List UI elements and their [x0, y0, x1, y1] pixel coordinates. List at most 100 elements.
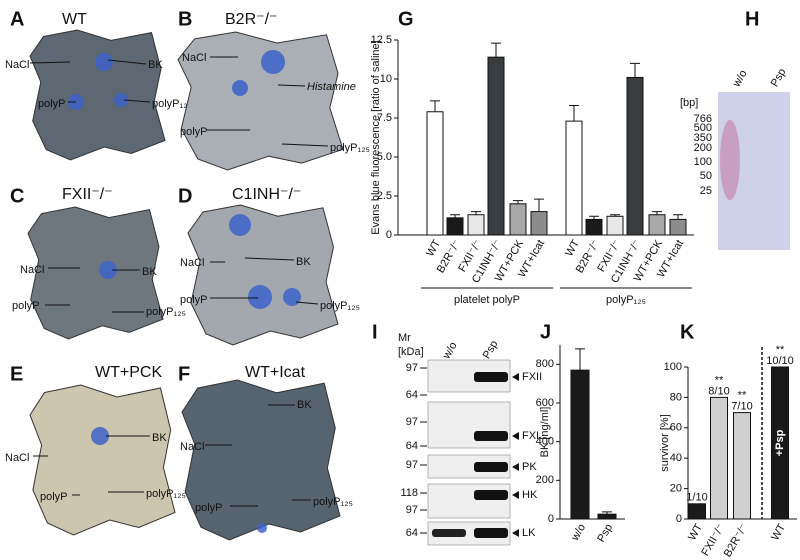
tissue-label: NaCl [180, 441, 204, 453]
tissue-label: Histamine [307, 81, 356, 93]
y-tick-label: 40 [670, 452, 682, 464]
group-label: platelet polyP [454, 294, 520, 306]
marker-label: 118 [400, 487, 418, 499]
value-label: 7/10 [731, 401, 752, 413]
y-tick-label: 600 [536, 397, 554, 409]
tissue-label: NaCl [5, 59, 29, 71]
panel-title: C1INH⁻/⁻ [232, 186, 301, 203]
error-bar [471, 211, 481, 215]
protein-label: FXII [522, 371, 542, 383]
dye-spot [261, 50, 285, 74]
error-bar [534, 198, 544, 212]
y-tick-label: 10 [380, 73, 392, 85]
bar-text: +Psp [774, 429, 786, 456]
tissue-label: BK [142, 266, 157, 278]
error-bar [673, 214, 683, 220]
panel-label: D [178, 185, 192, 207]
gel-smear [720, 120, 740, 200]
tissue-label: polyP [180, 126, 208, 138]
bar [688, 503, 706, 520]
bar [733, 412, 751, 520]
tissue-photo [27, 206, 164, 340]
panel-label: A [10, 8, 24, 30]
bar [585, 218, 603, 236]
pointer-line [244, 257, 295, 261]
y-axis-label: survivor [%] [659, 414, 671, 471]
error-bar [450, 214, 460, 218]
tissue-label: polyP [38, 98, 66, 110]
blot-arrow [512, 373, 519, 381]
y-tick-label: 0 [676, 513, 682, 525]
marker-label: 97 [406, 362, 418, 374]
blot-strip [427, 401, 511, 449]
panel-title: WT [62, 11, 87, 28]
panel-label: F [178, 363, 190, 385]
y-tick-label: 12.5 [371, 34, 392, 46]
bar [710, 396, 728, 520]
panel-label: I [372, 321, 378, 343]
dye-spot [232, 80, 248, 96]
ladder-label: 200 [694, 142, 712, 154]
significance: ** [738, 390, 747, 402]
panel-title: WT+Icat [245, 364, 306, 381]
tissue-label: BK [297, 399, 312, 411]
bar [626, 76, 644, 236]
dye-spot [248, 285, 272, 309]
pointer-line [277, 84, 306, 87]
protein-label: PK [522, 461, 537, 473]
protein-label: HK [522, 489, 538, 501]
tissue-label: polyP [180, 294, 208, 306]
bar [648, 214, 666, 236]
error-bar [575, 348, 585, 371]
ladder-label: 25 [700, 185, 712, 197]
y-axis-label: BK [ng/ml] [539, 407, 551, 458]
blot-arrow [512, 529, 519, 537]
pointer-line [281, 143, 329, 147]
y-tick-label: 200 [536, 474, 554, 486]
panel-label: H [745, 8, 759, 30]
pointer-line [29, 61, 71, 64]
panel-title: FXII⁻/⁻ [62, 186, 113, 203]
tissue-photo [177, 31, 344, 171]
ladder-label: 500 [694, 122, 712, 134]
dye-spot [95, 53, 113, 71]
dye-spot [99, 261, 117, 279]
y-axis-label: Evans blue fluorescence [ratio of saline… [370, 40, 382, 234]
tissue-label: polyP [195, 502, 223, 514]
bar [771, 366, 789, 520]
blot-band [432, 529, 466, 537]
blot-unit: Mr [398, 332, 411, 344]
marker-label: 64 [406, 389, 418, 401]
value-label: 8/10 [708, 385, 729, 397]
y-tick-label: 2.5 [377, 190, 392, 202]
ladder-label: 100 [694, 156, 712, 168]
error-bar [602, 511, 612, 515]
panel-label: G [398, 8, 414, 30]
dye-spot [257, 523, 267, 533]
significance: ** [715, 374, 724, 386]
error-bar [513, 200, 523, 204]
marker-label: 97 [406, 416, 418, 428]
value-label: 10/10 [766, 355, 794, 367]
marker-label: 97 [406, 459, 418, 471]
ladder-label: 350 [694, 132, 712, 144]
marker-label: 64 [406, 527, 418, 539]
panel-label: C [10, 185, 24, 207]
y-tick-label: 400 [536, 436, 554, 448]
error-bar [630, 62, 640, 78]
tissue-label: NaCl [20, 264, 44, 276]
error-bar [610, 214, 620, 217]
protein-label: LK [522, 527, 536, 539]
tissue-label: NaCl [180, 257, 204, 269]
marker-label: 97 [406, 504, 418, 516]
tissue-label: polyP₁₂₅ [146, 488, 186, 500]
pointer-line [295, 301, 319, 305]
ladder-label: 766 [694, 113, 712, 125]
tissue-photo [187, 204, 339, 346]
value-label: 1/10 [686, 492, 707, 504]
tissue-label: BK [296, 256, 311, 268]
tissue-label: polyP₁₂₅ [320, 300, 360, 312]
error-bar [569, 105, 579, 122]
tissue-label: BK [148, 59, 163, 71]
bar [606, 215, 624, 236]
